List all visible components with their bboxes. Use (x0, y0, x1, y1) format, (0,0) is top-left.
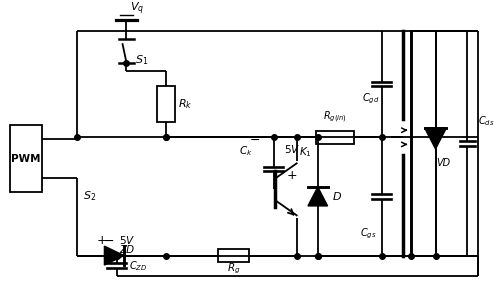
Bar (316, 131, 354, 144)
Text: $K_1$: $K_1$ (299, 145, 312, 158)
Text: VD: VD (437, 158, 451, 168)
Text: $R_g$: $R_g$ (227, 262, 241, 276)
Text: $-$: $-$ (103, 234, 114, 247)
Text: $R_{g(in)}$: $R_{g(in)}$ (323, 110, 347, 125)
Polygon shape (308, 187, 328, 206)
Text: $C_{gd}$: $C_{gd}$ (362, 91, 379, 106)
Text: ZD: ZD (119, 245, 134, 255)
Text: $D$: $D$ (331, 190, 341, 202)
Text: $+$: $+$ (286, 169, 297, 182)
Bar (157, 86, 175, 122)
Text: $C_{ds}$: $C_{ds}$ (478, 114, 495, 128)
Text: $R_k$: $R_k$ (179, 97, 193, 111)
Text: PWM: PWM (11, 154, 40, 164)
Polygon shape (104, 246, 124, 265)
Polygon shape (425, 128, 446, 149)
Text: $C_{gs}$: $C_{gs}$ (360, 227, 377, 241)
Text: $V_q$: $V_q$ (130, 0, 145, 17)
Text: $S_1$: $S_1$ (135, 53, 149, 67)
Text: $-$: $-$ (249, 133, 260, 146)
Text: $C_k$: $C_k$ (240, 145, 253, 158)
Bar (10, 125, 41, 192)
Text: $5V$: $5V$ (284, 143, 301, 155)
Text: $+$: $+$ (96, 234, 107, 247)
Text: $5V$: $5V$ (119, 234, 135, 246)
Text: $C_{ZD}$: $C_{ZD}$ (129, 259, 148, 273)
Text: $S_2$: $S_2$ (83, 190, 96, 203)
Bar (218, 249, 250, 262)
